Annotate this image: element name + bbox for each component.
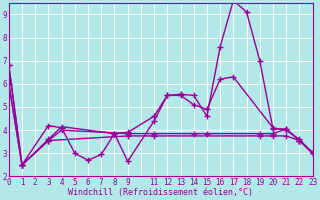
X-axis label: Windchill (Refroidissement éolien,°C): Windchill (Refroidissement éolien,°C) bbox=[68, 188, 253, 197]
